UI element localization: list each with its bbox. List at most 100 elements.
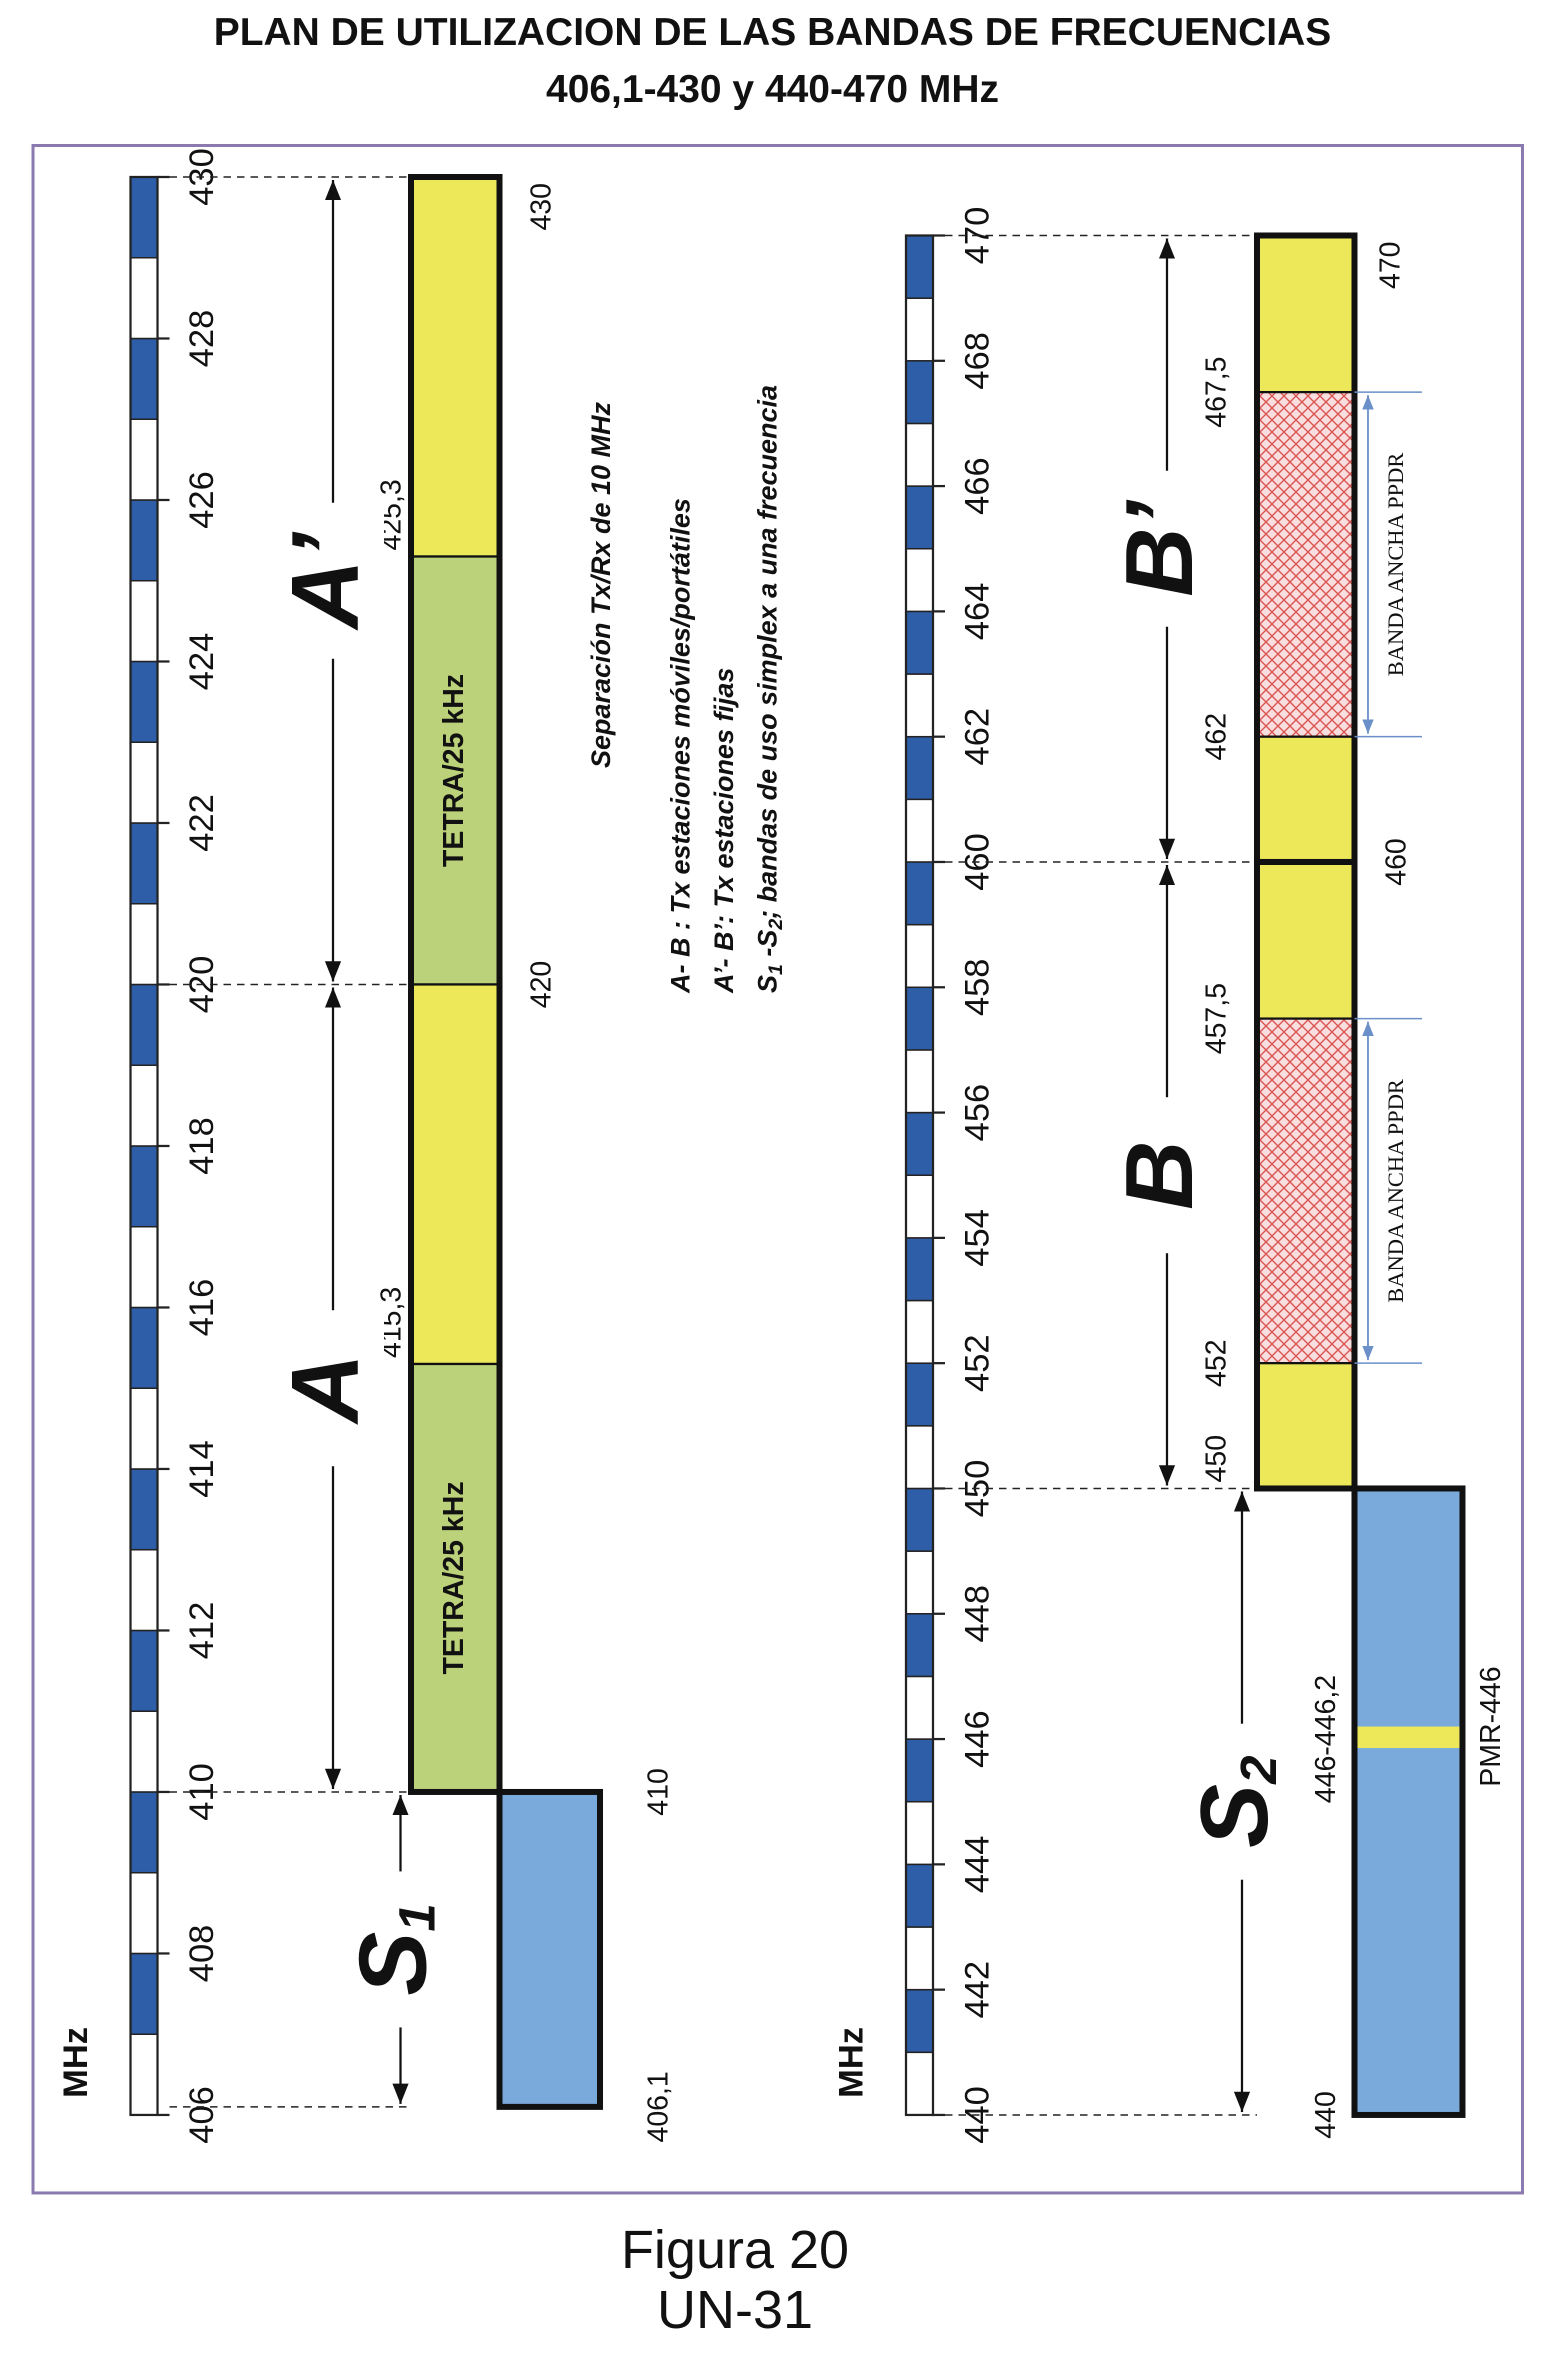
scale-label: 414 (183, 1440, 221, 1498)
ruler-segment (905, 610, 934, 675)
range-label: B (1106, 1141, 1213, 1210)
ruler-segment (129, 337, 159, 420)
ruler-segment (129, 2033, 159, 2116)
scale-label: 444 (959, 1836, 997, 1894)
band-segment (1255, 1017, 1356, 1365)
ruler-segment (129, 418, 159, 501)
ruler-segment (129, 1871, 159, 1955)
note-line2: A’- B’: Tx estaciones fijas (709, 668, 739, 994)
ruler-frame (904, 234, 935, 2117)
ruler-segment (129, 902, 159, 986)
ruler-segment (905, 360, 934, 425)
scale-label: 458 (959, 959, 997, 1017)
ruler-segment (905, 1425, 934, 1490)
ruler-segment (905, 1613, 934, 1678)
band-segment (1255, 1362, 1356, 1490)
range-mark: ’ (272, 531, 379, 559)
simplex-band (496, 1788, 604, 2110)
scale-label: 424 (183, 633, 221, 691)
range-letter: A (272, 1354, 379, 1425)
ppdr-label: BANDA ANCHA PPDR (1383, 453, 1408, 677)
ruler-segment (905, 1362, 934, 1427)
ruler-segment (129, 176, 159, 259)
scale-label: 466 (959, 457, 997, 515)
note-sub: 2 (765, 919, 787, 931)
band-segment (1255, 860, 1356, 1020)
range-sub: 1 (389, 1903, 446, 1931)
ruler-segment (905, 1926, 934, 1991)
range-mark: ’ (1106, 499, 1213, 527)
frame (31, 143, 1524, 2195)
ruler-segment (129, 1306, 159, 1389)
edge-label: 467,5 (1201, 356, 1233, 427)
scale-label: 448 (959, 1585, 997, 1643)
caption-figure: Figura 20 (621, 2220, 849, 2280)
ruler-segment (905, 1049, 934, 1114)
scale-label: 412 (183, 1602, 221, 1660)
scale-label: 446 (959, 1710, 997, 1768)
unit-label: MHz (57, 2027, 95, 2098)
ruler-segment (905, 1237, 934, 1302)
band-segment (409, 983, 501, 1366)
ruler-segment (905, 297, 934, 362)
ruler-segment (129, 256, 159, 340)
ruler-segment (905, 1800, 934, 1866)
ruler-segment (905, 422, 934, 487)
note-text: ; bandas de uso simplex a una frecuencia (753, 385, 783, 919)
pmr-strip (1357, 1726, 1460, 1749)
ruler-segment (129, 822, 159, 905)
scale-label: 426 (183, 471, 221, 529)
note-separation: Separación Tx/Rx de 10 MHz (586, 402, 616, 768)
note-line1: A- B : Tx estaciones móviles/portátiles (666, 498, 696, 994)
range-label-bg (1115, 1097, 1218, 1254)
note-sub: 1 (765, 964, 787, 975)
title-line2: 406,1-430 y 440-470 MHz (546, 68, 999, 111)
ruler-segment (905, 485, 934, 550)
ruler-segment (905, 1111, 934, 1176)
band-segment (1255, 735, 1356, 864)
edge-label: 406,1 (643, 2071, 675, 2142)
edge-label: 470 (1375, 241, 1407, 289)
ruler-segment (905, 798, 934, 863)
scale-label: 464 (959, 583, 997, 641)
edge-label: 440 (1310, 2091, 1342, 2139)
band-label: TETRA/25 kHz (438, 1481, 470, 1674)
ruler-segment (905, 2051, 934, 2116)
ruler-segment (905, 735, 934, 801)
ruler-segment (129, 579, 159, 663)
ruler-segment (905, 1299, 934, 1364)
edge-label: 410 (643, 1768, 675, 1816)
band-segment (1255, 390, 1356, 738)
ruler-segment (129, 660, 159, 743)
note-text: S (753, 975, 783, 993)
scale-label: 456 (959, 1084, 997, 1142)
ruler-segment (129, 983, 159, 1066)
edge-label: 460 (1381, 838, 1413, 886)
ruler-segment (129, 1952, 159, 2035)
ruler-segment (905, 547, 934, 613)
range-label-bg (349, 1871, 452, 2028)
range-letter: B (1106, 1141, 1213, 1210)
scale-label: 454 (959, 1209, 997, 1267)
ruler-segment (905, 986, 934, 1051)
ruler-segment (129, 1791, 159, 1874)
ruler-segment (905, 234, 934, 299)
range-letter: B (1106, 527, 1213, 596)
range-label-bg (1190, 1723, 1293, 1880)
ruler-segment (129, 1548, 159, 1632)
band-outline (408, 173, 503, 1795)
title-line1: PLAN DE UTILIZACION DE LAS BANDAS DE FRE… (214, 11, 1332, 54)
unit-label: MHz (833, 2027, 871, 2098)
note-line3: S1 -S2; bandas de uso simplex a una frec… (753, 385, 788, 993)
edge-label: 452 (1201, 1339, 1233, 1387)
range-label-bg (1115, 470, 1218, 627)
range-letter: A (272, 559, 379, 630)
band-segment (1255, 234, 1356, 394)
band-segment (409, 175, 501, 558)
edge-label: 457,5 (1201, 983, 1233, 1054)
ruler-segment (905, 1487, 934, 1552)
range-label: A (272, 1354, 379, 1425)
ruler-segment (129, 1387, 159, 1470)
scale-label: 468 (959, 332, 997, 390)
